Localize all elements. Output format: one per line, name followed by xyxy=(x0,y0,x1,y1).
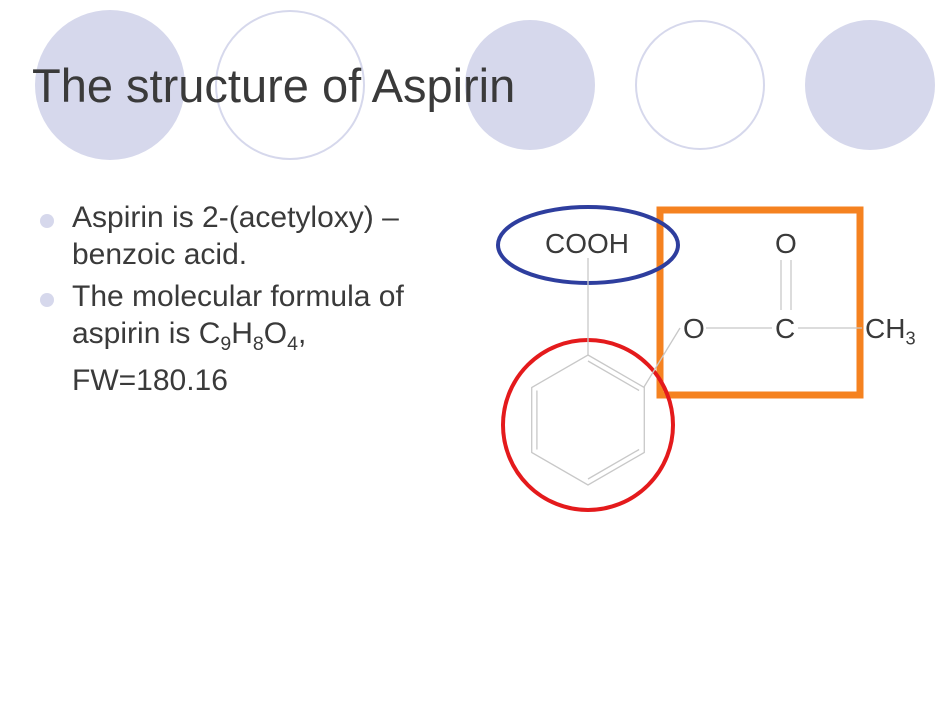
chem-label-C: C xyxy=(775,313,795,345)
bullet-item: The molecular formula of aspirin is C9H8… xyxy=(40,279,480,356)
aspirin-structure-diagram: COOH O O C CH3 xyxy=(480,200,950,530)
orange-rect-highlight xyxy=(660,210,860,395)
benzene-ring xyxy=(532,355,645,485)
bullet-dot-icon xyxy=(40,377,54,391)
decor-circle xyxy=(805,20,935,150)
bullet-dot-icon xyxy=(40,293,54,307)
bullet-item: FW=180.16 xyxy=(40,363,480,400)
chem-label-O_top: O xyxy=(775,228,797,260)
chem-label-O_left: O xyxy=(683,313,705,345)
decor-circle xyxy=(635,20,765,150)
chem-label-COOH: COOH xyxy=(545,228,629,260)
bullet-text: The molecular formula of aspirin is C9H8… xyxy=(72,279,480,356)
slide: { "decor": { "circles": [ { "cx": 110, "… xyxy=(0,0,950,713)
bullet-dot-icon xyxy=(40,214,54,228)
benzene-inner-bond xyxy=(588,450,639,480)
bullet-text: Aspirin is 2-(acetyloxy) – benzoic acid. xyxy=(72,200,480,273)
bullet-text: FW=180.16 xyxy=(72,363,228,400)
benzene-inner-bond xyxy=(588,361,639,391)
bullet-item: Aspirin is 2-(acetyloxy) – benzoic acid. xyxy=(40,200,480,273)
chem-label-CH3: CH3 xyxy=(865,313,916,350)
slide-title: The structure of Aspirin xyxy=(32,58,515,113)
bullet-list: Aspirin is 2-(acetyloxy) – benzoic acid.… xyxy=(40,200,480,405)
